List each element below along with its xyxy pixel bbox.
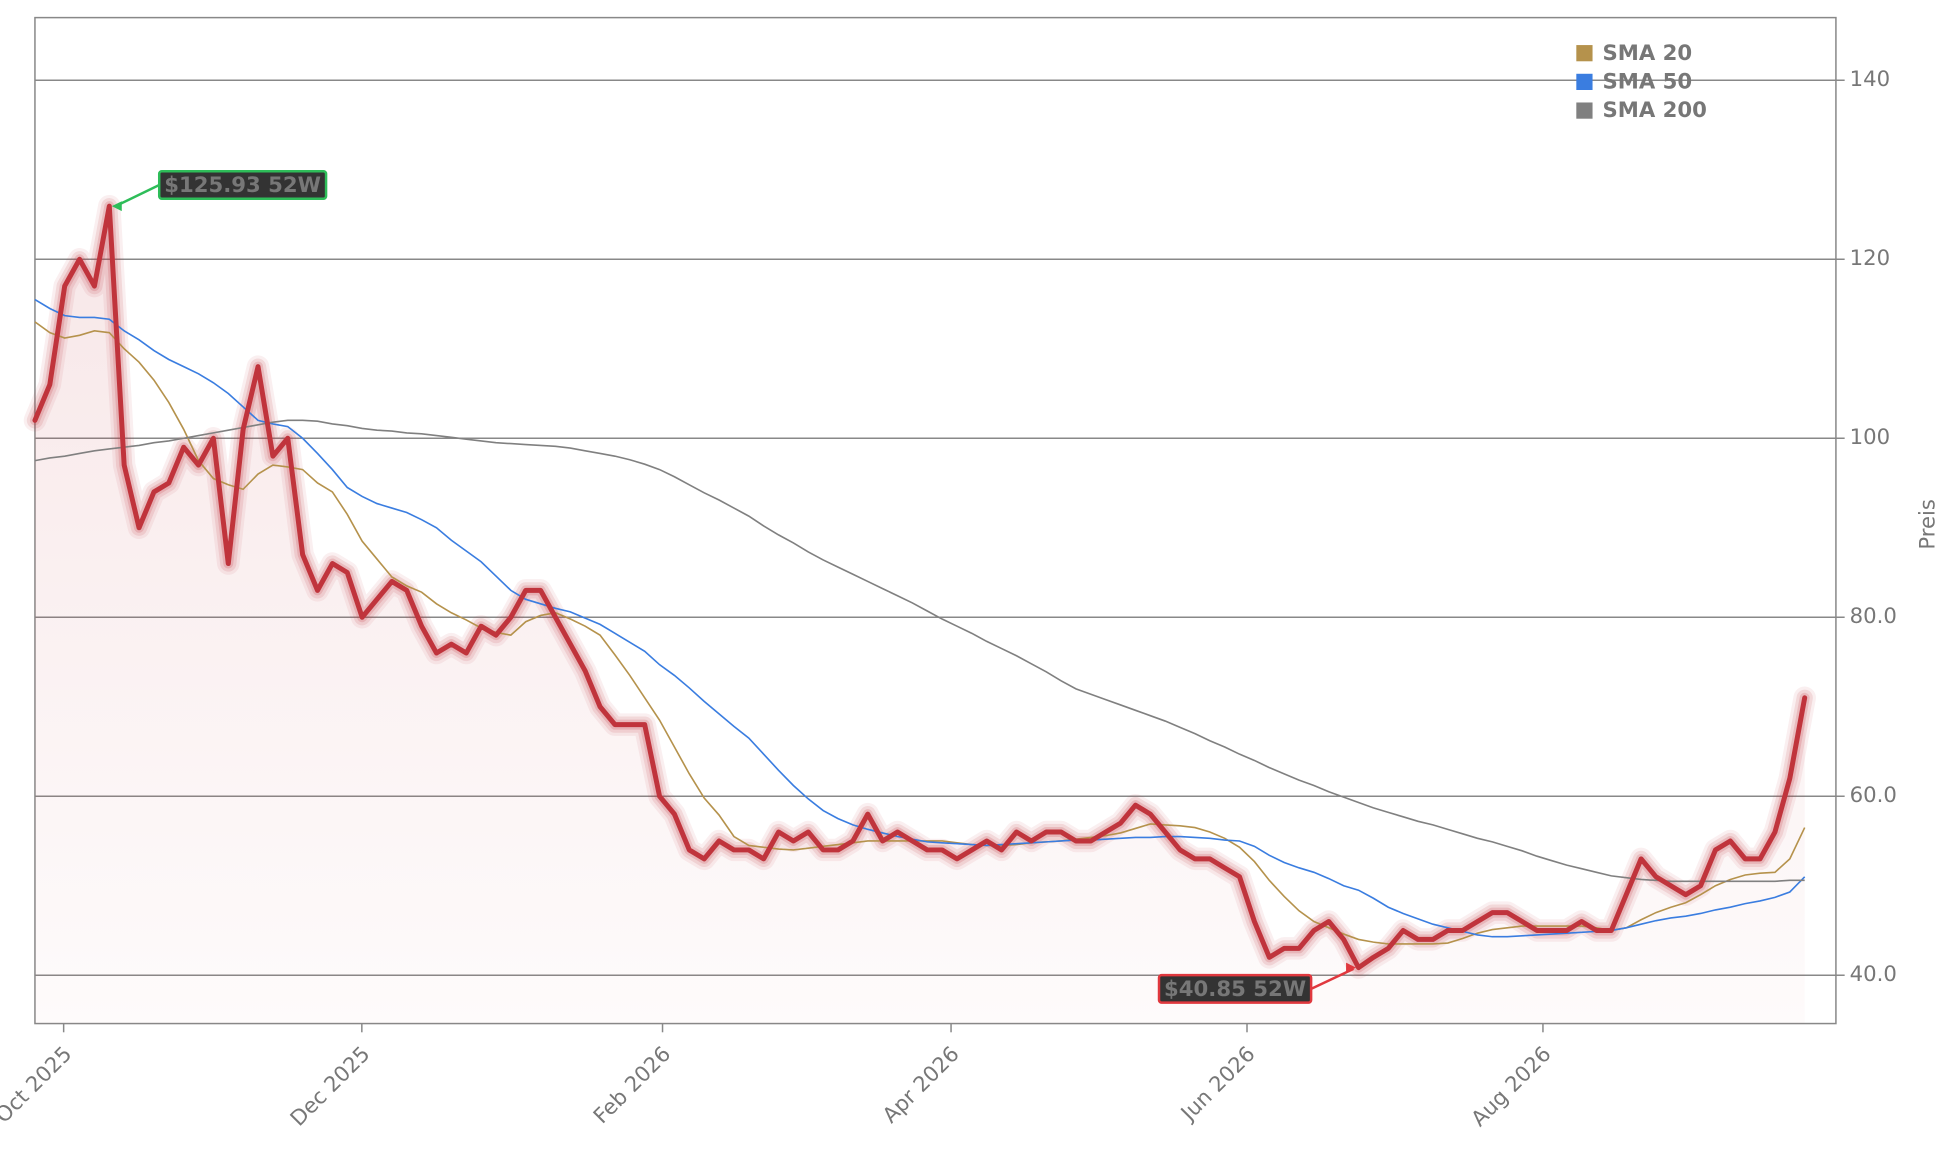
annotation: $125.93 52W (111, 169, 328, 212)
annotation-label: $40.85 52W (1164, 977, 1306, 1002)
legend-swatch (1576, 102, 1593, 119)
legend-swatch (1576, 45, 1593, 62)
annotation-label: $125.93 52W (164, 173, 321, 198)
y-tick-label: 60.0 (1850, 783, 1897, 808)
annotation-arrowhead (1346, 962, 1357, 973)
sma-line (34, 298, 1806, 938)
y-axis-label: Preis (1915, 499, 1940, 550)
annotation: $40.85 52W (1157, 962, 1357, 1004)
legend-label: SMA 200 (1603, 98, 1707, 123)
sma-line (34, 419, 1805, 883)
y-tick-label: 40.0 (1850, 962, 1897, 987)
legend-label: SMA 50 (1603, 70, 1693, 95)
x-tick-label: Aug 2026 (1467, 1042, 1557, 1132)
y-tick-label: 80.0 (1850, 604, 1897, 629)
y-tick-label: 100 (1850, 425, 1890, 450)
legend-swatch (1576, 73, 1593, 90)
x-tick-label: Dec 2025 (286, 1042, 376, 1132)
x-tick-label: Jun 2026 (1175, 1042, 1260, 1127)
legend-label: SMA 20 (1603, 41, 1693, 66)
x-tick-label: Oct 2025 (0, 1042, 77, 1129)
annotation-arrowhead (111, 201, 122, 212)
x-tick-label: Feb 2026 (589, 1042, 676, 1129)
y-tick-label: 140 (1850, 67, 1890, 92)
price-line (32, 203, 1808, 971)
price-area (34, 206, 1805, 1024)
y-tick-label: 120 (1850, 246, 1890, 271)
annotation-arrow (115, 183, 160, 208)
x-tick-label: Apr 2026 (878, 1042, 965, 1129)
